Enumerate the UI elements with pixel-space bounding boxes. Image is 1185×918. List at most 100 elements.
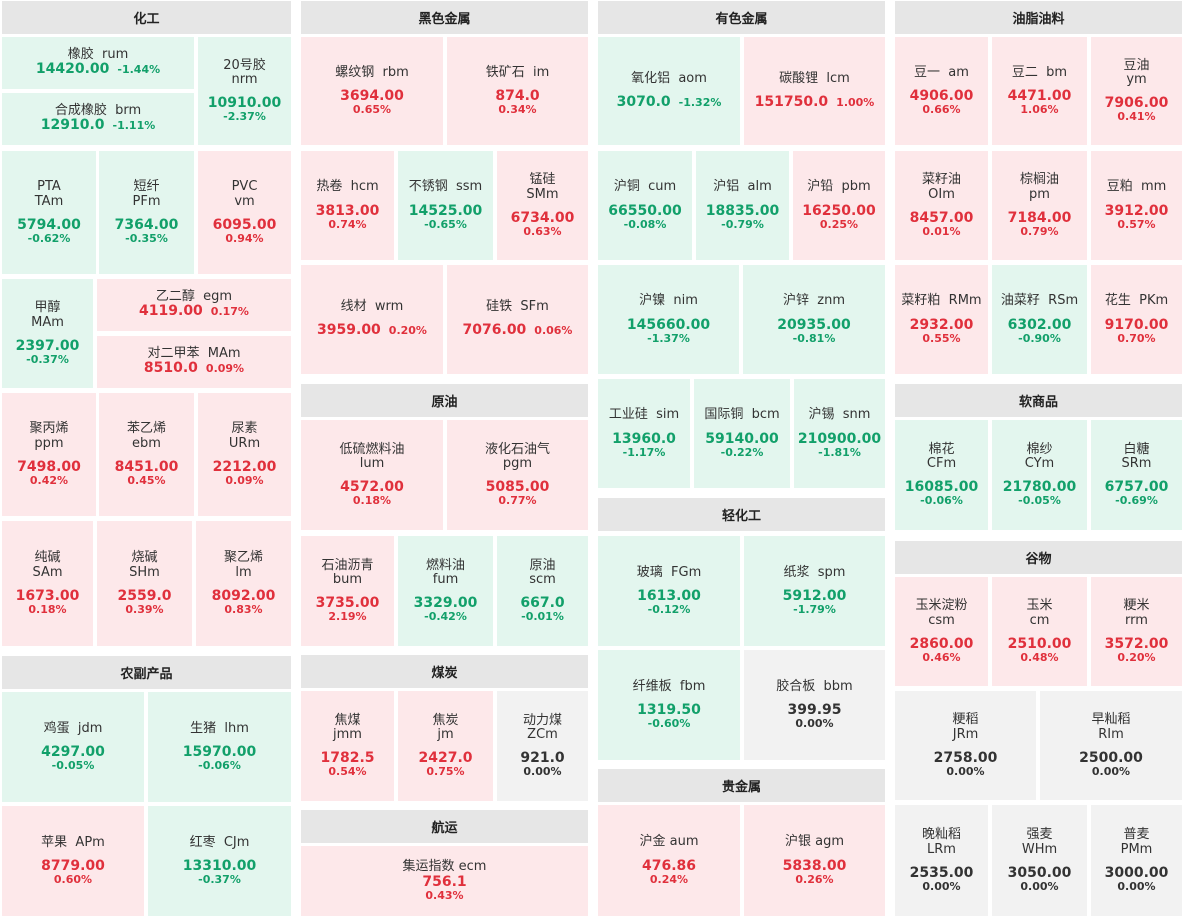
tile-shm[interactable]: 烧碱 SHm 2559.0 0.39%: [97, 521, 192, 646]
tile-sim[interactable]: 工业硅 sim 13960.0 -1.17%: [598, 379, 690, 488]
tile-hcm[interactable]: 热卷 hcm 3813.00 0.74%: [301, 151, 394, 260]
tile-change: 1.00%: [836, 95, 875, 109]
tile-agm[interactable]: 沪银 agm 5838.00 0.26%: [744, 805, 885, 916]
tile-zcm[interactable]: 动力煤 ZCm 921.0 0.00%: [497, 691, 588, 801]
tile-vm[interactable]: PVC vm 6095.00 0.94%: [198, 151, 291, 274]
tile-alm[interactable]: 沪铝 alm 18835.00 -0.79%: [696, 151, 789, 260]
tile-change: 0.94%: [225, 231, 264, 245]
tile-name: 菜籽油: [921, 172, 961, 188]
tile-jmm[interactable]: 焦煤 jmm 1782.5 0.54%: [301, 691, 394, 801]
tile-name: 20号胶: [223, 57, 266, 73]
tile-nrm[interactable]: 20号胶 nrm 10910.00 -2.37%: [198, 37, 291, 145]
tile-change: 0.00%: [1117, 879, 1156, 893]
tile-am[interactable]: 豆一 am 4906.00 0.66%: [895, 37, 988, 145]
tile-change: -0.05%: [51, 759, 95, 773]
tile-name: 胶合板 bbm: [776, 678, 853, 694]
tile-jm[interactable]: 焦炭 jm 2427.0 0.75%: [398, 691, 493, 801]
tile-cm[interactable]: 玉米 cm 2510.00 0.48%: [992, 577, 1087, 686]
tile-bm[interactable]: 豆二 bm 4471.00 1.06%: [992, 37, 1087, 145]
tile-lcm[interactable]: 碳酸锂 lcm 151750.0 1.00%: [744, 37, 885, 145]
tile-price: 7906.00: [1104, 95, 1169, 112]
tile-spm[interactable]: 纸浆 spm 5912.00 -1.79%: [744, 536, 885, 646]
tile-fgm[interactable]: 玻璃 FGm 1613.00 -0.12%: [598, 536, 740, 646]
tile-smm[interactable]: 锰硅 SMm 6734.00 0.63%: [497, 151, 588, 260]
tile-cfm[interactable]: 棉花 CFm 16085.00 -0.06%: [895, 420, 988, 530]
tile-code: PMm: [1120, 841, 1153, 857]
tile-name: 动力煤: [522, 712, 562, 728]
tile-pmm[interactable]: 普麦 PMm 3000.00 0.00%: [1091, 805, 1182, 916]
tile-pgm[interactable]: 液化石油气 pgm 5085.00 0.77%: [447, 420, 588, 530]
tile-oim[interactable]: 菜籽油 OIm 8457.00 0.01%: [895, 151, 988, 260]
tile-brm[interactable]: 合成橡胶 brm 12910.0 -1.11%: [2, 93, 194, 145]
tile-ym[interactable]: 豆油 ym 7906.00 0.41%: [1091, 37, 1182, 145]
tile-im[interactable]: 铁矿石 im 874.0 0.34%: [447, 37, 588, 145]
tile-name: 石油沥青: [321, 557, 374, 573]
tile-code: MAm: [31, 314, 64, 330]
tile-snm[interactable]: 沪锡 snm 210900.00 -1.81%: [794, 379, 885, 488]
tile-cum[interactable]: 沪铜 cum 66550.00 -0.08%: [598, 151, 692, 260]
tile-lm[interactable]: 聚乙烯 lm 8092.00 0.83%: [196, 521, 291, 646]
tile-lrm[interactable]: 晚籼稻 LRm 2535.00 0.00%: [895, 805, 988, 916]
tile-ebm[interactable]: 苯乙烯 ebm 8451.00 0.45%: [99, 393, 194, 516]
tile-change: -1.44%: [117, 63, 161, 77]
tile-cjm[interactable]: 红枣 CJm 13310.00 -0.37%: [148, 806, 291, 916]
tile-egm[interactable]: 乙二醇 egm 4119.00 0.17%: [97, 279, 291, 331]
tile-mam[interactable]: 甲醇 MAm 2397.00 -0.37%: [2, 279, 93, 388]
tile-change: 0.45%: [127, 473, 166, 487]
tile-aum[interactable]: 沪金 aum 476.86 0.24%: [598, 805, 740, 916]
tile-rmm[interactable]: 菜籽粕 RMm 2932.00 0.55%: [895, 265, 988, 374]
tile-price: 12910.0: [40, 117, 105, 134]
tile-name: 对二甲苯 MAm: [147, 346, 241, 362]
tile-pfm[interactable]: 短纤 PFm 7364.00 -0.35%: [99, 151, 194, 274]
tile-change: 0.00%: [1020, 879, 1059, 893]
tile-srm[interactable]: 白糖 SRm 6757.00 -0.69%: [1091, 420, 1182, 530]
tile-cym[interactable]: 棉纱 CYm 21780.00 -0.05%: [992, 420, 1087, 530]
tile-rsm[interactable]: 油菜籽 RSm 6302.00 -0.90%: [992, 265, 1087, 374]
tile-nim[interactable]: 沪镍 nim 145660.00 -1.37%: [598, 265, 739, 374]
tile-tam[interactable]: PTA TAm 5794.00 -0.62%: [2, 151, 96, 274]
tile-wrm[interactable]: 线材 wrm 3959.00 0.20%: [301, 265, 443, 374]
tile-change: 0.41%: [1117, 110, 1156, 124]
tile-pkm[interactable]: 花生 PKm 9170.00 0.70%: [1091, 265, 1182, 374]
tile-change: 0.77%: [498, 494, 537, 508]
tile-znm[interactable]: 沪锌 znm 20935.00 -0.81%: [743, 265, 885, 374]
tile-name: 氧化铝 aom: [631, 70, 707, 86]
tile-mm[interactable]: 豆粕 mm 3912.00 0.57%: [1091, 151, 1182, 260]
tile-code: RIm: [1098, 726, 1124, 742]
tile-scm[interactable]: 原油 scm 667.0 -0.01%: [497, 536, 588, 646]
tile-sam[interactable]: 纯碱 SAm 1673.00 0.18%: [2, 521, 93, 646]
tile-bcm[interactable]: 国际铜 bcm 59140.00 -0.22%: [694, 379, 790, 488]
tile-bbm[interactable]: 胶合板 bbm 399.95 0.00%: [744, 650, 885, 760]
tile-urm[interactable]: 尿素 URm 2212.00 0.09%: [198, 393, 291, 516]
tile-pbm[interactable]: 沪铅 pbm 16250.00 0.25%: [793, 151, 885, 260]
tile-code: csm: [928, 612, 955, 628]
tile-aom[interactable]: 氧化铝 aom 3070.0 -1.32%: [598, 37, 740, 145]
tile-whm[interactable]: 强麦 WHm 3050.00 0.00%: [992, 805, 1087, 916]
tile-price: 14525.00: [408, 202, 483, 219]
tile-change: 0.18%: [352, 494, 392, 508]
tile-change: 0.34%: [498, 103, 537, 117]
tile-lum[interactable]: 低硫燃料油 lum 4572.00 0.18%: [301, 420, 443, 530]
tile-rum[interactable]: 橡胶 rum 14420.00 -1.44%: [2, 37, 194, 89]
tile-fbm[interactable]: 纤维板 fbm 1319.50 -0.60%: [598, 650, 740, 760]
tile-fum[interactable]: 燃料油 fum 3329.00 -0.42%: [398, 536, 493, 646]
tile-ppm[interactable]: 聚丙烯 ppm 7498.00 0.42%: [2, 393, 96, 516]
tile-ssm[interactable]: 不锈钢 ssm 14525.00 -0.65%: [398, 151, 493, 260]
tile-rbm[interactable]: 螺纹钢 rbm 3694.00 0.65%: [301, 37, 443, 145]
tile-price: 2559.0: [117, 587, 172, 604]
tile-price: 4119.00: [139, 303, 203, 320]
tile-lhm[interactable]: 生猪 lhm 15970.00 -0.06%: [148, 692, 291, 802]
tile-name: 焦煤: [334, 712, 361, 728]
tile-pxm[interactable]: 对二甲苯 MAm 8510.0 0.09%: [97, 336, 291, 388]
tile-jrm[interactable]: 粳稻 JRm 2758.00 0.00%: [895, 691, 1036, 800]
tile-sfm[interactable]: 硅铁 SFm 7076.00 0.06%: [447, 265, 588, 374]
tile-csm[interactable]: 玉米淀粉 csm 2860.00 0.46%: [895, 577, 988, 686]
section-header-crude: 原油: [301, 384, 588, 417]
tile-rrm[interactable]: 粳米 rrm 3572.00 0.20%: [1091, 577, 1182, 686]
tile-pm[interactable]: 棕榈油 pm 7184.00 0.79%: [992, 151, 1087, 260]
tile-apm[interactable]: 苹果 APm 8779.00 0.60%: [2, 806, 144, 916]
tile-ecm[interactable]: 集运指数 ecm 756.1 0.43%: [301, 846, 588, 916]
tile-jdm[interactable]: 鸡蛋 jdm 4297.00 -0.05%: [2, 692, 144, 802]
tile-bum[interactable]: 石油沥青 bum 3735.00 2.19%: [301, 536, 394, 646]
tile-rim[interactable]: 早籼稻 RIm 2500.00 0.00%: [1040, 691, 1182, 800]
